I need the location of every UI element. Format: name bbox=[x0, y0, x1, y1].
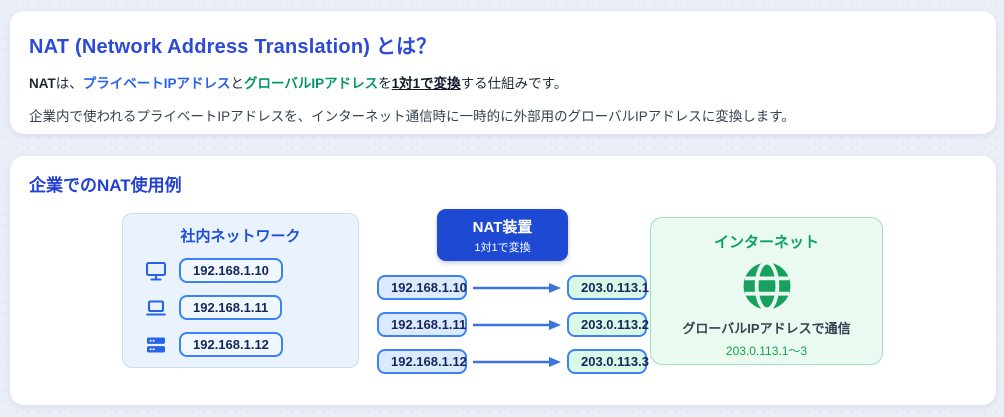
mapping-row: 192.168.1.11 203.0.113.2 bbox=[377, 312, 649, 337]
device-row-desktop: 192.168.1.10 bbox=[144, 258, 358, 283]
text-suffix: する仕組みです。 bbox=[460, 76, 568, 91]
intro-card: NAT (Network Address Translation) とは？ NA… bbox=[10, 11, 996, 134]
global-ip-chip: 203.0.113.2 bbox=[567, 312, 649, 337]
server-icon bbox=[144, 333, 168, 357]
private-ip-term: プライベートIPアドレス bbox=[82, 76, 231, 91]
mapping-row: 192.168.1.10 203.0.113.1 bbox=[377, 275, 649, 300]
internet-box: インターネット グローバルIPアドレスで通信 203.0.113.1〜3 bbox=[650, 217, 883, 365]
intro-title: NAT (Network Address Translation) とは？ bbox=[29, 36, 437, 58]
arrow-right-icon bbox=[473, 282, 561, 293]
nat-term: NAT bbox=[29, 76, 56, 91]
nat-device-subtitle: 1対1で変換 bbox=[474, 241, 531, 254]
internet-title: インターネット bbox=[713, 234, 819, 251]
internet-ip-range: 203.0.113.1〜3 bbox=[725, 344, 808, 358]
text-and: と bbox=[230, 76, 245, 91]
internet-caption: グローバルIPアドレスで通信 bbox=[682, 321, 851, 336]
example-heading: 企業でのNAT使用例 bbox=[29, 176, 182, 195]
global-ip-chip: 203.0.113.1 bbox=[567, 275, 649, 300]
private-ip-chip: 192.168.1.10 bbox=[179, 258, 283, 283]
globe-icon bbox=[651, 259, 882, 313]
one-to-one-term: 1対1で変換 bbox=[391, 76, 461, 91]
arrow-right-icon bbox=[473, 319, 561, 330]
internal-network-title: 社内ネットワーク bbox=[180, 228, 301, 245]
global-ip-term: グローバルIPアドレス bbox=[244, 76, 379, 91]
global-ip-chip: 203.0.113.3 bbox=[567, 349, 649, 374]
text-wa: は、 bbox=[55, 76, 83, 91]
laptop-icon bbox=[144, 296, 168, 320]
device-row-server: 192.168.1.12 bbox=[144, 332, 358, 357]
private-ip-chip: 192.168.1.12 bbox=[179, 332, 283, 357]
nat-device-title: NAT装置 bbox=[472, 218, 533, 236]
desktop-icon bbox=[144, 259, 168, 283]
intro-line1: NATは、プライベートIPアドレスとグローバルIPアドレスを1対1で変換する仕組… bbox=[29, 72, 974, 92]
private-ip-chip: 192.168.1.10 bbox=[377, 275, 467, 300]
arrow-right-icon bbox=[473, 356, 561, 367]
private-ip-chip: 192.168.1.11 bbox=[179, 295, 283, 320]
intro-line2: 企業内で使われるプライベートIPアドレスを、インターネット通信時に一時的に外部用… bbox=[29, 109, 795, 124]
private-ip-chip: 192.168.1.12 bbox=[377, 349, 467, 374]
example-card: 企業でのNAT使用例 社内ネットワーク 192.168.1.10 192.168… bbox=[10, 156, 996, 405]
private-ip-chip: 192.168.1.11 bbox=[377, 312, 467, 337]
device-row-laptop: 192.168.1.11 bbox=[144, 295, 358, 320]
internal-network-box: 社内ネットワーク 192.168.1.10 192.168.1.11 bbox=[122, 213, 359, 368]
nat-device-box: NAT装置 1対1で変換 bbox=[437, 209, 568, 261]
text-wo: を bbox=[378, 76, 392, 91]
mapping-row: 192.168.1.12 203.0.113.3 bbox=[377, 349, 649, 374]
